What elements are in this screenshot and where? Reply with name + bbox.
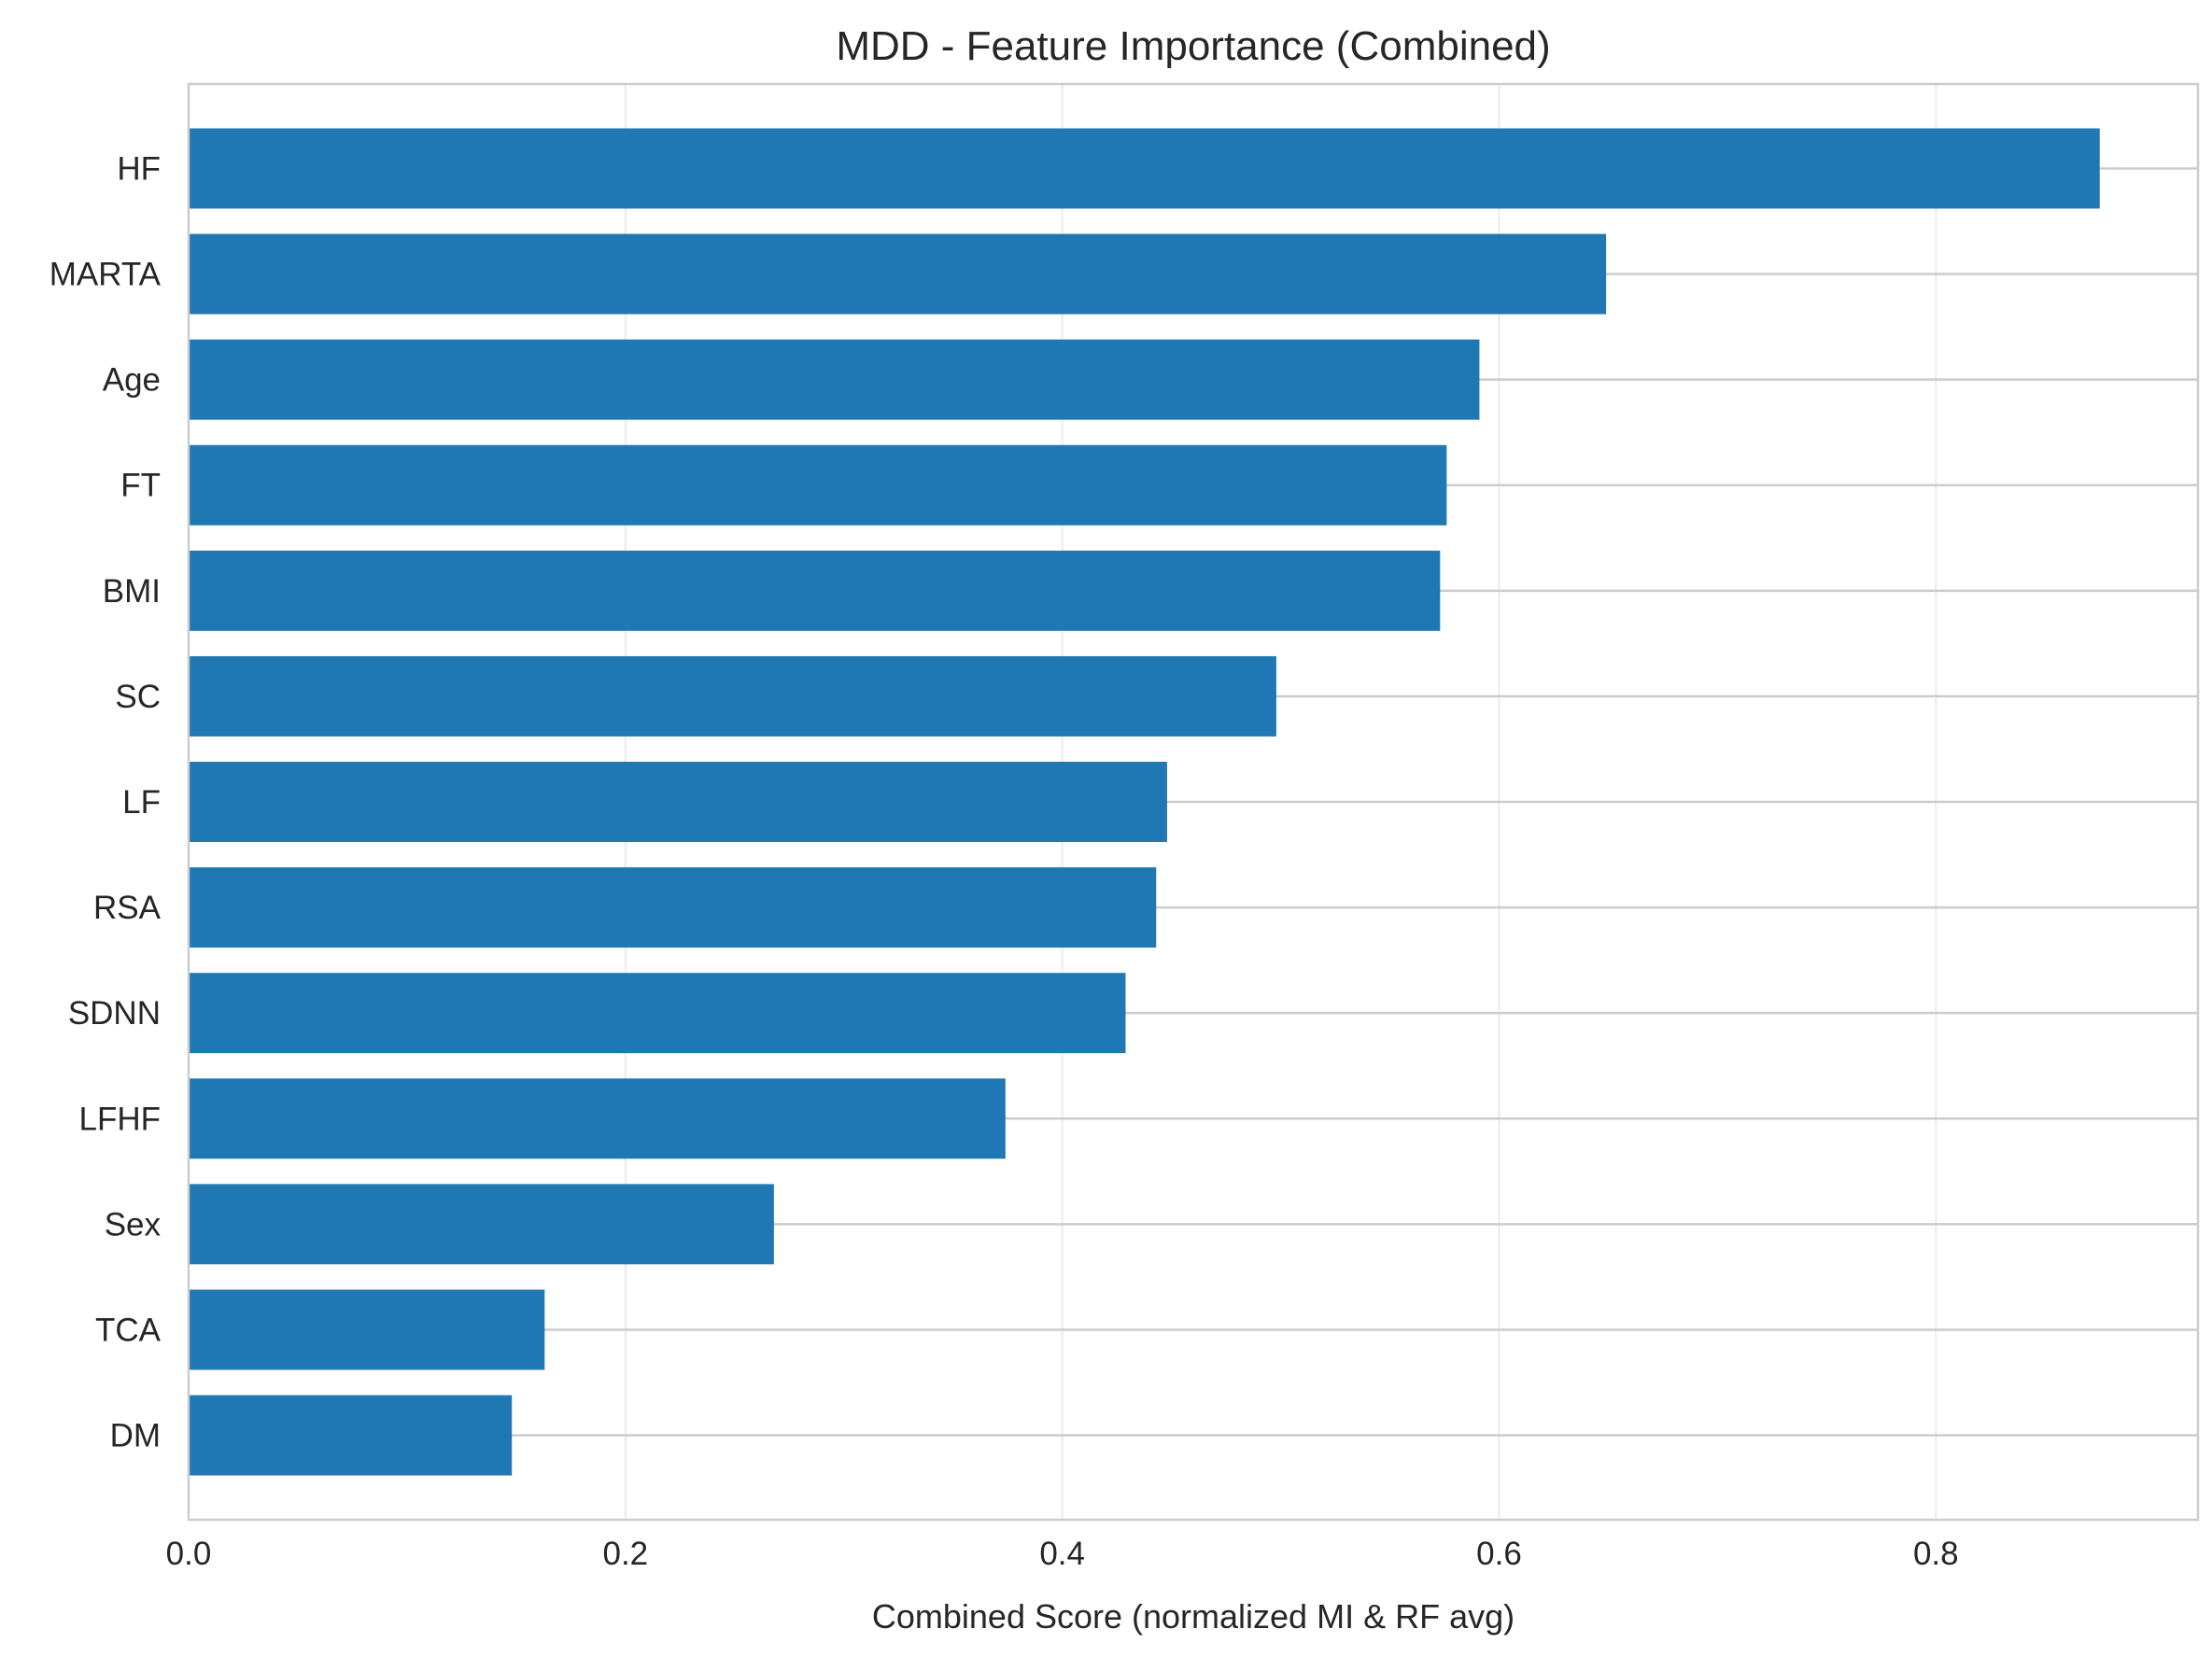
y-tick-label: LFHF xyxy=(79,1101,162,1137)
x-tick-labels: 0.0 0.2 0.4 0.6 0.8 xyxy=(166,1536,1959,1572)
bar-rsa xyxy=(189,867,1157,948)
bars xyxy=(189,128,2100,1476)
y-tick-label: DM xyxy=(110,1418,161,1454)
plot-frame xyxy=(187,82,2200,1522)
y-tick-label: SC xyxy=(115,679,161,715)
x-tick-label: 0.2 xyxy=(602,1536,648,1572)
bar-sex xyxy=(189,1184,774,1265)
x-tick-label: 0.8 xyxy=(1913,1536,1959,1572)
y-tick-label: BMI xyxy=(103,573,161,610)
bar-ft xyxy=(189,444,1447,526)
y-tick-label: SDNN xyxy=(68,995,161,1032)
y-tick-label: RSA xyxy=(93,890,162,926)
bar-bmi xyxy=(189,550,1441,631)
x-tick-label: 0.6 xyxy=(1476,1536,1522,1572)
y-tick-label: HF xyxy=(117,150,161,187)
y-tick-labels: HF MARTA Age FT BMI SC LF RSA SDNN LFHF Sex TCA DM xyxy=(49,150,162,1453)
x-axis-label: Combined Score (normalized MI & RF avg) xyxy=(872,1597,1515,1636)
y-tick-label: Age xyxy=(103,362,161,399)
y-tick-label: TCA xyxy=(95,1312,162,1348)
bar-sc xyxy=(189,655,1276,737)
y-tick-label: Sex xyxy=(105,1206,162,1243)
bar-hf xyxy=(189,128,2100,209)
bar-marta xyxy=(189,233,1607,315)
bar-lf xyxy=(189,762,1167,842)
x-tick-label: 0.4 xyxy=(1039,1536,1085,1572)
y-tick-label: FT xyxy=(120,468,161,504)
bar-dm xyxy=(189,1395,513,1476)
bar-lfhf xyxy=(189,1078,1006,1159)
bar-age xyxy=(189,339,1480,420)
x-tick-label: 0.0 xyxy=(166,1536,212,1572)
y-tick-label: LF xyxy=(122,784,161,821)
bar-sdnn xyxy=(189,973,1126,1054)
y-tick-label: MARTA xyxy=(49,257,162,293)
bar-tca xyxy=(189,1289,545,1370)
chart-title: MDD - Feature Importance (Combined) xyxy=(836,23,1550,69)
